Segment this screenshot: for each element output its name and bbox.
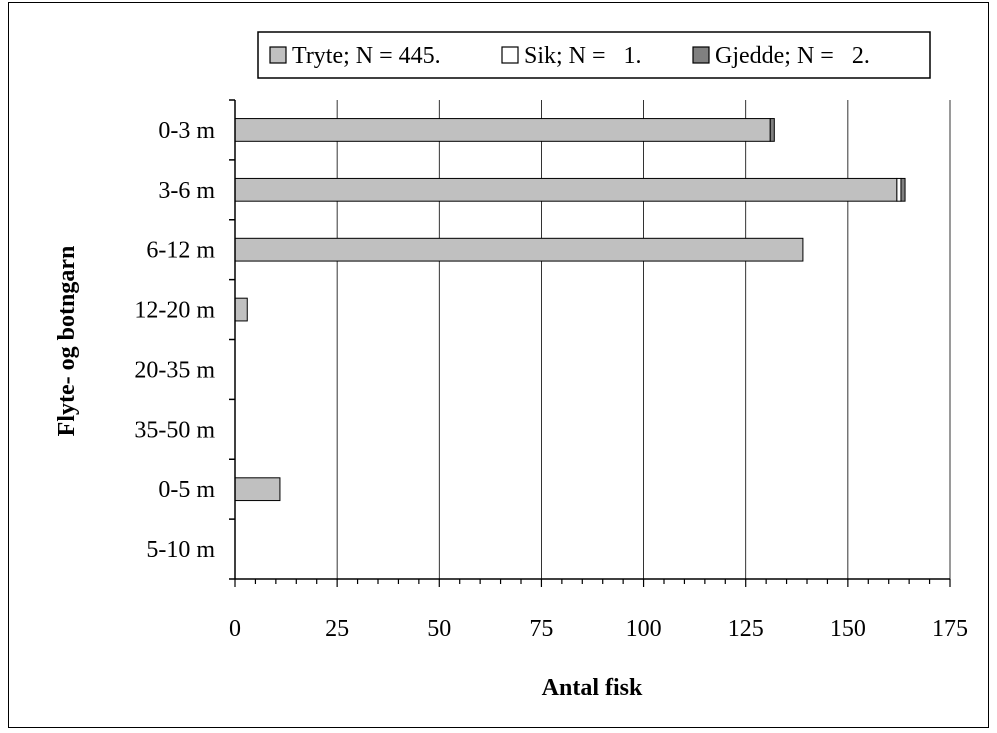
legend-box	[257, 31, 931, 79]
x-tick-label: 75	[529, 616, 553, 642]
x-tick-label: 25	[325, 616, 349, 642]
x-tick-label: 0	[229, 616, 241, 642]
x-tick-label: 100	[626, 616, 662, 642]
y-tick-label: 5-10 m	[146, 537, 215, 563]
x-tick-label: 125	[728, 616, 764, 642]
x-tick-label: 150	[830, 616, 866, 642]
grid-lines	[336, 100, 951, 579]
x-tick-label: 175	[932, 616, 968, 642]
legend-swatch	[501, 46, 519, 64]
bar	[900, 177, 906, 202]
x-axis-title: Antal fisk	[542, 675, 643, 701]
legend-label: Gjedde; N = 2.	[715, 43, 870, 69]
y-tick-label: 3-6 m	[158, 178, 215, 204]
y-tick-label: 6-12 m	[146, 238, 215, 264]
bar	[234, 177, 898, 202]
legend: Tryte; N = 445. Sik; N = 1. Gjedde; N = 2.	[257, 31, 931, 79]
y-tick-label: 12-20 m	[134, 298, 215, 324]
bar	[234, 297, 248, 322]
y-tick-label: 0-3 m	[158, 118, 215, 144]
legend-label: Tryte; N = 445.	[292, 43, 441, 69]
axes	[229, 99, 951, 587]
y-tick-label: 0-5 m	[158, 477, 215, 503]
bar	[769, 118, 775, 142]
legend-swatch	[692, 46, 710, 64]
bar	[896, 177, 902, 202]
legend-label: Sik; N = 1.	[524, 43, 642, 69]
y-tick-label: 20-35 m	[134, 357, 215, 383]
y-tick-labels: 0-3 m 3-6 m 6-12 m 12-20 m 20-35 m 35-50 m 0-5…	[134, 118, 215, 563]
legend-swatch	[269, 46, 287, 64]
y-tick-label: 35-50 m	[134, 417, 215, 443]
y-axis-title: Flyte- og botngarn	[54, 246, 80, 437]
bar	[234, 118, 771, 142]
bar	[234, 237, 804, 262]
bar	[234, 477, 281, 502]
x-tick-labels: 0 25 50 75 100 125 150 175	[229, 616, 968, 642]
bars	[234, 118, 906, 502]
x-tick-label: 50	[427, 616, 451, 642]
